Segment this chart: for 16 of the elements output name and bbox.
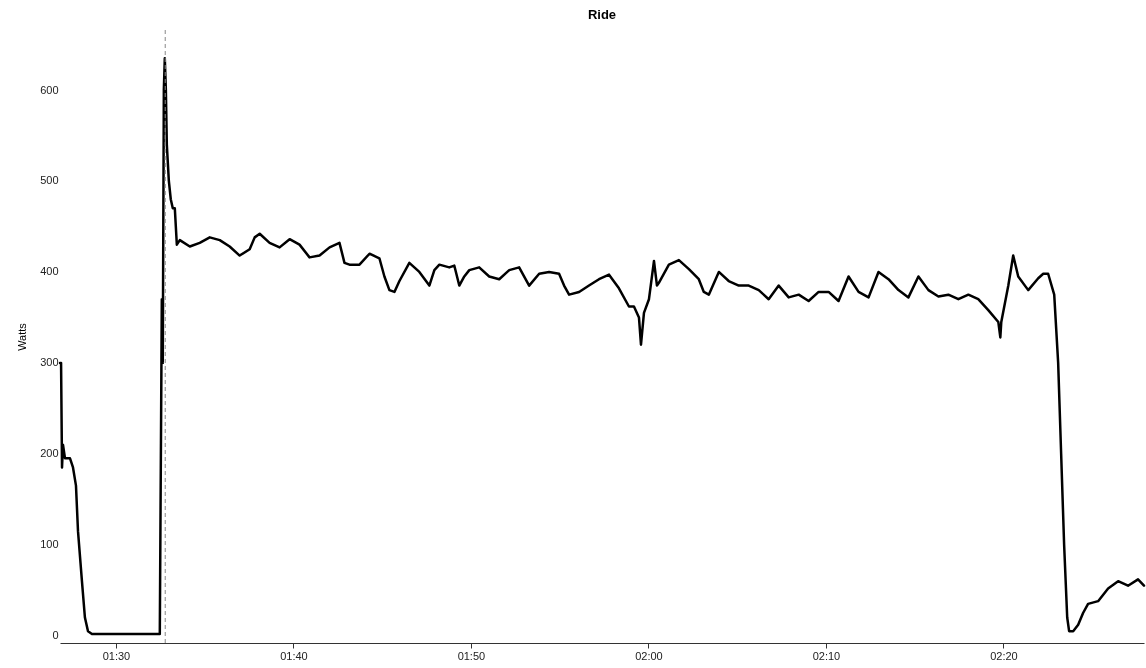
chart-title: Ride: [587, 6, 617, 22]
y-tick-label: 100: [40, 538, 59, 551]
x-tick-label: 02:20: [990, 649, 1018, 662]
x-tick-label: 01:50: [457, 649, 486, 662]
y-tick-label: 400: [40, 265, 59, 278]
x-tick-label: 02:00: [635, 649, 663, 662]
y-tick-label: 500: [40, 174, 59, 187]
x-tick-label: 01:30: [102, 649, 131, 662]
y-axis-title: Watts: [16, 322, 29, 351]
y-tick-label: 600: [40, 83, 59, 96]
y-tick-label: 300: [40, 356, 59, 369]
y-tick-label: 0: [52, 629, 59, 642]
x-tick-label: 02:10: [812, 649, 841, 662]
x-tick-label: 01:40: [280, 649, 308, 662]
line-series: [58, 56, 1146, 636]
y-tick-label: 200: [40, 447, 59, 460]
